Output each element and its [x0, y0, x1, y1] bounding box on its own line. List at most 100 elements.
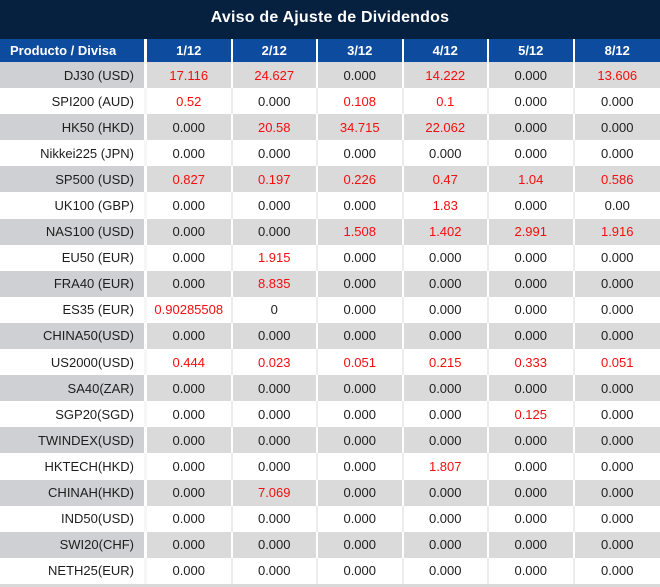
dividend-value-cell: 0.000: [489, 88, 575, 115]
dividend-value-cell: 0.000: [574, 140, 660, 167]
header-date: 4/12: [403, 39, 489, 62]
product-cell: SPI200 (AUD): [0, 88, 147, 115]
dividend-value-cell: 0.000: [147, 427, 233, 454]
dividend-value-cell: 0.000: [403, 505, 489, 532]
dividend-value-cell: 0.000: [574, 322, 660, 350]
dividend-value-cell: 0.52: [147, 88, 233, 115]
product-cell: CHINAH(HKD): [0, 479, 147, 506]
dividend-value-cell: 0.000: [403, 270, 489, 297]
dividend-value-cell: 0.586: [574, 166, 660, 193]
dividend-value-cell: 0.000: [147, 479, 233, 506]
product-cell: NETH25(EUR): [0, 557, 147, 584]
table-row: FRA40 (EUR) 0.000 8.835 0.000 0.000 0.000 0.00…: [0, 270, 660, 297]
dividend-value-cell: 0.000: [574, 375, 660, 402]
dividend-value-cell: 0.47: [403, 166, 489, 193]
dividend-value-cell: 0.00: [574, 192, 660, 219]
dividend-value-cell: 0.000: [232, 218, 318, 245]
product-cell: HK50 (HKD): [0, 114, 147, 141]
dividend-value-cell: 1.508: [318, 218, 404, 245]
product-cell: EU50 (EUR): [0, 244, 147, 271]
dividend-value-cell: 0.000: [147, 192, 233, 219]
dividend-value-cell: 0.827: [147, 166, 233, 193]
dividend-value-cell: 0.000: [574, 270, 660, 297]
dividend-value-cell: 0.000: [489, 557, 575, 584]
product-cell: SA40(ZAR): [0, 375, 147, 402]
dividend-value-cell: 1.915: [232, 244, 318, 271]
table-row: NAS100 (USD) 0.000 0.000 1.508 1.402 2.991 1.9…: [0, 218, 660, 245]
dividend-value-cell: 0.000: [318, 62, 404, 89]
dividend-value-cell: 0.000: [318, 531, 404, 558]
dividend-value-cell: 0.333: [489, 349, 575, 376]
page-title: Aviso de Ajuste de Dividendos: [0, 0, 660, 36]
dividend-value-cell: 2.991: [489, 218, 575, 245]
dividend-value-cell: 0: [232, 296, 318, 323]
dividend-value-cell: 14.222: [403, 62, 489, 89]
dividend-value-cell: 0.000: [489, 244, 575, 271]
dividend-value-cell: 34.715: [318, 114, 404, 141]
dividend-value-cell: 0.000: [147, 505, 233, 532]
dividend-value-cell: 0.000: [403, 375, 489, 402]
dividend-value-cell: 17.116: [147, 62, 233, 89]
product-cell: CHINA50(USD): [0, 322, 147, 350]
dividend-value-cell: 0.000: [318, 453, 404, 480]
dividend-value-cell: 0.000: [489, 62, 575, 89]
dividend-value-cell: 0.000: [489, 531, 575, 558]
header-date: 3/12: [318, 39, 404, 62]
header-product-divisa: Producto / Divisa: [0, 39, 147, 62]
dividend-value-cell: 0.000: [403, 401, 489, 428]
dividend-value-cell: 0.000: [147, 531, 233, 558]
table-row: EU50 (EUR) 0.000 1.915 0.000 0.000 0.000 0.000: [0, 244, 660, 271]
dividend-value-cell: 0.000: [489, 192, 575, 219]
dividend-value-cell: 0.000: [403, 296, 489, 323]
dividend-value-cell: 0.000: [147, 557, 233, 584]
dividend-value-cell: 0.000: [318, 557, 404, 584]
dividend-value-cell: 0.000: [232, 505, 318, 532]
dividend-value-cell: 0.444: [147, 349, 233, 376]
dividend-value-cell: 0.000: [574, 453, 660, 480]
dividend-value-cell: 0.000: [403, 322, 489, 350]
dividend-value-cell: 0.000: [403, 427, 489, 454]
header-date: 8/12: [574, 39, 660, 62]
table-row: CHINA50(USD) 0.000 0.000 0.000 0.000 0.000 0.0…: [0, 322, 660, 350]
dividend-value-cell: 0.000: [489, 114, 575, 141]
dividend-value-cell: 0.90285508: [147, 296, 233, 323]
dividend-value-cell: 0.000: [147, 140, 233, 167]
dividend-value-cell: 0.000: [574, 427, 660, 454]
header-date: 2/12: [232, 39, 318, 62]
dividend-value-cell: 0.000: [403, 244, 489, 271]
dividend-value-cell: 0.000: [403, 140, 489, 167]
dividend-value-cell: 1.807: [403, 453, 489, 480]
product-cell: FRA40 (EUR): [0, 270, 147, 297]
product-cell: NAS100 (USD): [0, 218, 147, 245]
dividend-value-cell: 1.83: [403, 192, 489, 219]
dividend-value-cell: 0.000: [147, 270, 233, 297]
dividend-value-cell: 7.069: [232, 479, 318, 506]
dividend-value-cell: 0.000: [147, 401, 233, 428]
dividend-value-cell: 0.000: [574, 88, 660, 115]
dividend-value-cell: 0.000: [232, 401, 318, 428]
table-row: IND50(USD) 0.000 0.000 0.000 0.000 0.000 0.000: [0, 505, 660, 532]
dividend-value-cell: 0.000: [318, 244, 404, 271]
dividend-value-cell: 24.627: [232, 62, 318, 89]
product-cell: ES35 (EUR): [0, 296, 147, 323]
dividend-value-cell: 1.04: [489, 166, 575, 193]
dividend-value-cell: 0.000: [574, 401, 660, 428]
dividend-value-cell: 0.000: [318, 322, 404, 350]
product-cell: US2000(USD): [0, 349, 147, 376]
dividend-value-cell: 0.051: [574, 349, 660, 376]
dividend-value-cell: 0.000: [232, 557, 318, 584]
dividend-value-cell: 0.108: [318, 88, 404, 115]
dividend-value-cell: 0.000: [318, 427, 404, 454]
dividend-value-cell: 0.000: [489, 505, 575, 532]
dividend-value-cell: 0.000: [489, 375, 575, 402]
dividend-value-cell: 0.000: [147, 218, 233, 245]
dividend-value-cell: 0.000: [232, 140, 318, 167]
table-row: Nikkei225 (JPN) 0.000 0.000 0.000 0.000 0.000…: [0, 140, 660, 167]
dividend-value-cell: 8.835: [232, 270, 318, 297]
product-cell: HKTECH(HKD): [0, 453, 147, 480]
dividend-value-cell: 0.000: [489, 453, 575, 480]
dividend-value-cell: 0.000: [318, 296, 404, 323]
dividend-value-cell: 0.000: [574, 244, 660, 271]
table-row: HKTECH(HKD) 0.000 0.000 0.000 1.807 0.000 0.00…: [0, 453, 660, 480]
